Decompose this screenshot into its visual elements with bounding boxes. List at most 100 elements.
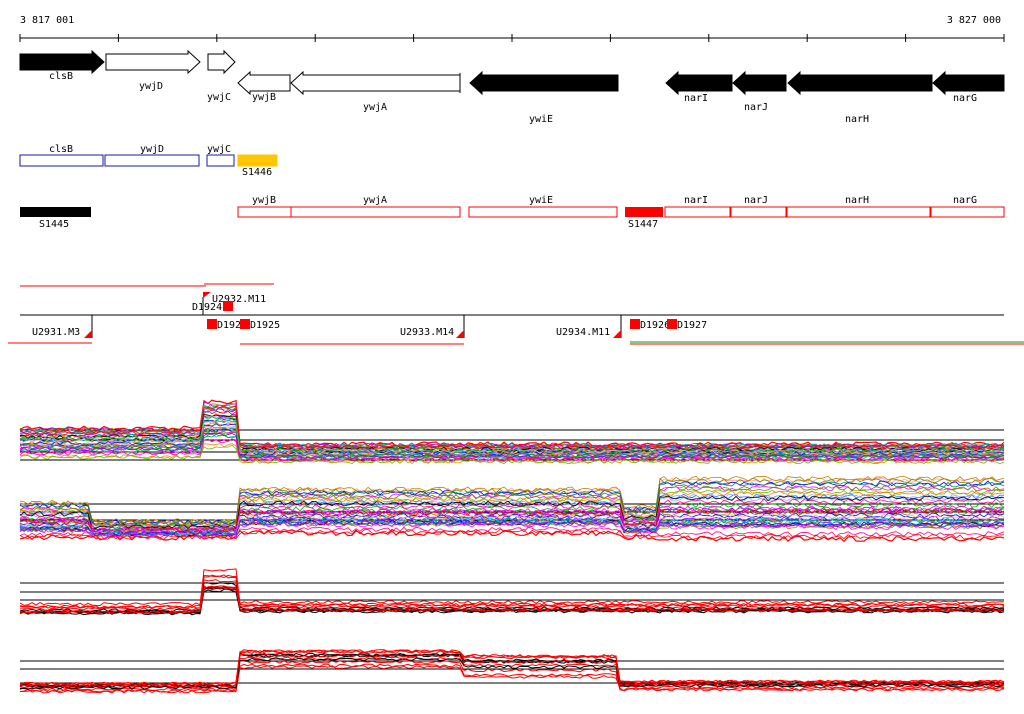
expression-profile <box>19 438 1005 462</box>
segment-narG[interactable]: narG <box>930 195 1005 218</box>
gene-ywjC[interactable]: ywjC <box>207 49 236 103</box>
expression-profile <box>19 660 1005 691</box>
gene-ywjA[interactable]: ywjA <box>290 70 461 113</box>
segment-narJ[interactable]: narJ <box>730 195 787 218</box>
expression-profile <box>19 528 1005 540</box>
expression-panel-reverse-selected <box>19 649 1005 694</box>
gene-ywjD[interactable]: ywjD <box>105 49 201 92</box>
gene-narJ[interactable]: narJ <box>732 70 787 113</box>
probe-D192[interactable]: D192 <box>207 319 241 331</box>
expression-profile <box>19 404 1005 449</box>
probe-label: D1927 <box>677 320 707 331</box>
expression-profile <box>19 519 1005 537</box>
expression-profile <box>19 665 1005 694</box>
segment-ywjD[interactable]: ywjD <box>104 144 200 167</box>
segment-label: S1445 <box>39 219 69 230</box>
gene-label: narI <box>684 93 708 104</box>
probe-track: U2932.M11 D1924 U2931.M3 D192 D1925 U293… <box>8 283 1024 345</box>
segment-label: clsB <box>49 144 73 155</box>
segment-label: ywjB <box>252 195 276 206</box>
expression-profile <box>19 653 1005 688</box>
segment-ywjA[interactable]: ywjA <box>290 195 461 218</box>
gene-label: clsB <box>49 71 73 82</box>
expression-profile <box>19 415 1005 453</box>
segment-narI[interactable]: narI <box>664 195 731 218</box>
segment-S1447[interactable]: S1447 <box>625 207 663 230</box>
ruler-ticks <box>19 34 1005 42</box>
segment-label: ywiE <box>529 195 553 206</box>
segment-clsB[interactable]: clsB <box>19 144 104 167</box>
expression-panel-forward-all <box>19 399 1005 465</box>
gene-track: clsB ywjD ywjC ywjB ywjA ywiE narI <box>19 49 1005 125</box>
probe-label: U2931.M3 <box>32 327 80 338</box>
segment-label: narJ <box>744 195 768 206</box>
segment-label: S1447 <box>628 219 658 230</box>
probe-D1926[interactable]: D1926 <box>630 319 670 331</box>
gene-narG[interactable]: narG <box>932 70 1005 104</box>
gene-label: ywjC <box>207 92 231 103</box>
expression-profile <box>19 438 1005 462</box>
gene-ywiE[interactable]: ywiE <box>469 70 619 125</box>
probe-U2934.M11[interactable]: U2934.M11 <box>556 327 621 338</box>
expression-profile <box>20 477 1005 525</box>
forward-segment-track: clsB ywjD ywjC S1446 <box>19 144 278 178</box>
probe-label: D1925 <box>250 320 280 331</box>
probe-D1924[interactable]: D1924 <box>192 301 233 313</box>
segment-ywjC[interactable]: ywjC <box>206 144 235 167</box>
coordinate-ruler <box>19 34 1005 42</box>
probe-D1925[interactable]: D1925 <box>240 319 280 331</box>
probe-U2932.M11[interactable]: U2932.M11 <box>203 292 266 305</box>
gene-label: ywjB <box>252 92 276 103</box>
probe-label: D1924 <box>192 302 222 313</box>
coord-start-label: 3 817 001 <box>20 15 74 26</box>
probe-label: U2934.M11 <box>556 327 610 338</box>
probe-label: U2933.M14 <box>400 327 454 338</box>
gene-label: narJ <box>744 102 768 113</box>
expression-profile <box>19 419 1005 455</box>
expression-profile <box>19 649 1005 686</box>
expression-profile <box>19 574 1005 609</box>
probe-label: U2932.M11 <box>212 294 266 305</box>
reverse-segment-track: S1445 ywjB ywjA ywiE S1447 narI narJ na <box>20 195 1005 230</box>
segment-S1446[interactable]: S1446 <box>237 154 278 178</box>
segment-label: narG <box>953 195 977 206</box>
segment-S1445[interactable]: S1445 <box>20 207 91 230</box>
probe-U2931.M3[interactable]: U2931.M3 <box>32 327 92 338</box>
expression-profile <box>19 405 1005 449</box>
gene-narH[interactable]: narH <box>787 70 933 125</box>
probe-U2933.M14[interactable]: U2933.M14 <box>400 327 464 338</box>
gene-ywjB[interactable]: ywjB <box>237 70 291 103</box>
probe-label: D1926 <box>640 320 670 331</box>
expression-profile <box>19 432 1005 460</box>
gene-clsB[interactable]: clsB <box>19 49 105 82</box>
expression-profile <box>19 415 1005 453</box>
expression-profile <box>19 568 1005 607</box>
gene-narI[interactable]: narI <box>665 70 733 104</box>
gene-label: ywjD <box>139 81 163 92</box>
probe-D1927[interactable]: D1927 <box>667 319 707 331</box>
segment-label: ywjC <box>207 144 231 155</box>
expression-profile <box>19 529 1005 543</box>
expression-profile <box>19 585 1005 614</box>
segment-label: narI <box>684 195 708 206</box>
expression-profile <box>19 649 1005 686</box>
expression-profile <box>19 505 1005 533</box>
segment-label: ywjD <box>140 144 164 155</box>
gene-label: narH <box>845 114 869 125</box>
expression-profile <box>19 485 1004 527</box>
gene-label: ywjA <box>363 102 387 113</box>
segment-label: ywjA <box>363 195 387 206</box>
expression-profile <box>19 508 1005 533</box>
gene-label: ywiE <box>529 114 553 125</box>
expression-panel-reverse-all <box>19 475 1005 543</box>
segment-narH[interactable]: narH <box>786 195 931 218</box>
expression-panel-forward-selected <box>19 568 1005 616</box>
expression-profile <box>19 475 1005 525</box>
segment-ywiE[interactable]: ywiE <box>468 195 618 218</box>
expression-profile <box>19 477 1005 525</box>
expression-profile <box>19 403 1005 448</box>
probe-label: D192 <box>217 320 241 331</box>
expression-profile <box>19 444 1005 465</box>
segment-ywjB[interactable]: ywjB <box>237 195 292 218</box>
